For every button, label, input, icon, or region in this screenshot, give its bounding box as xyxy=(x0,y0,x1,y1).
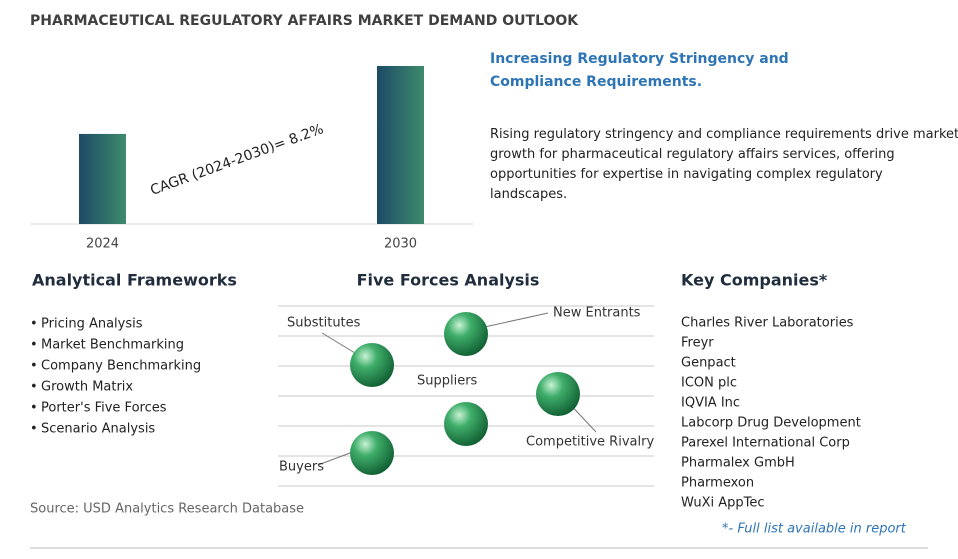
company-item: ICON plc xyxy=(681,376,737,391)
frameworks-heading: Analytical Frameworks xyxy=(32,271,237,290)
company-item: Pharmexon xyxy=(681,476,754,491)
spheres xyxy=(350,312,580,475)
x-tick-label: 2024 xyxy=(86,237,119,252)
bar xyxy=(377,66,424,224)
force-label: Buyers xyxy=(279,460,324,475)
bullet: • xyxy=(30,317,38,332)
force-label: Substitutes xyxy=(287,316,361,331)
company-item: Genpact xyxy=(681,356,736,371)
bar xyxy=(79,133,126,224)
companies-heading: Key Companies* xyxy=(681,271,828,290)
framework-item: Pricing Analysis xyxy=(41,317,143,332)
bullet: • xyxy=(30,380,38,395)
highlight-body: Rising regulatory stringency and complia… xyxy=(490,127,958,202)
cagr-annotation: CAGR (2024-2030)= 8.2% xyxy=(148,121,326,199)
framework-item: Company Benchmarking xyxy=(41,359,201,374)
framework-item: Scenario Analysis xyxy=(41,422,155,437)
company-item: Parexel International Corp xyxy=(681,436,850,451)
framework-item: Market Benchmarking xyxy=(41,338,184,353)
title: PHARMACEUTICAL REGULATORY AFFAIRS MARKET… xyxy=(30,13,579,29)
company-item: IQVIA Inc xyxy=(681,396,740,411)
x-tick-label: 2030 xyxy=(384,237,417,252)
force-label: Competitive Rivalry xyxy=(526,435,654,450)
bullet: • xyxy=(30,338,38,353)
force-label: New Entrants xyxy=(553,306,641,321)
bullet: • xyxy=(30,422,38,437)
source: Source: USD Analytics Research Database xyxy=(30,502,304,517)
framework-item: Porter's Five Forces xyxy=(41,401,167,416)
framework-item: Growth Matrix xyxy=(41,380,133,395)
force-label: Suppliers xyxy=(417,374,478,389)
company-item: WuXi AppTec xyxy=(681,496,765,511)
company-item: Freyr xyxy=(681,336,714,351)
company-item: Labcorp Drug Development xyxy=(681,416,861,431)
five-forces-heading: Five Forces Analysis xyxy=(357,271,540,290)
bullet: • xyxy=(30,401,38,416)
highlight-body-text: Rising regulatory stringency and complia… xyxy=(490,127,958,202)
bullet: • xyxy=(30,359,38,374)
highlight-heading: Increasing Regulatory Stringency and Comp… xyxy=(490,51,789,90)
company-item: Pharmalex GmbH xyxy=(681,456,795,471)
company-item: Charles River Laboratories xyxy=(681,316,854,331)
companies-note: *- Full list available in report xyxy=(722,522,907,537)
